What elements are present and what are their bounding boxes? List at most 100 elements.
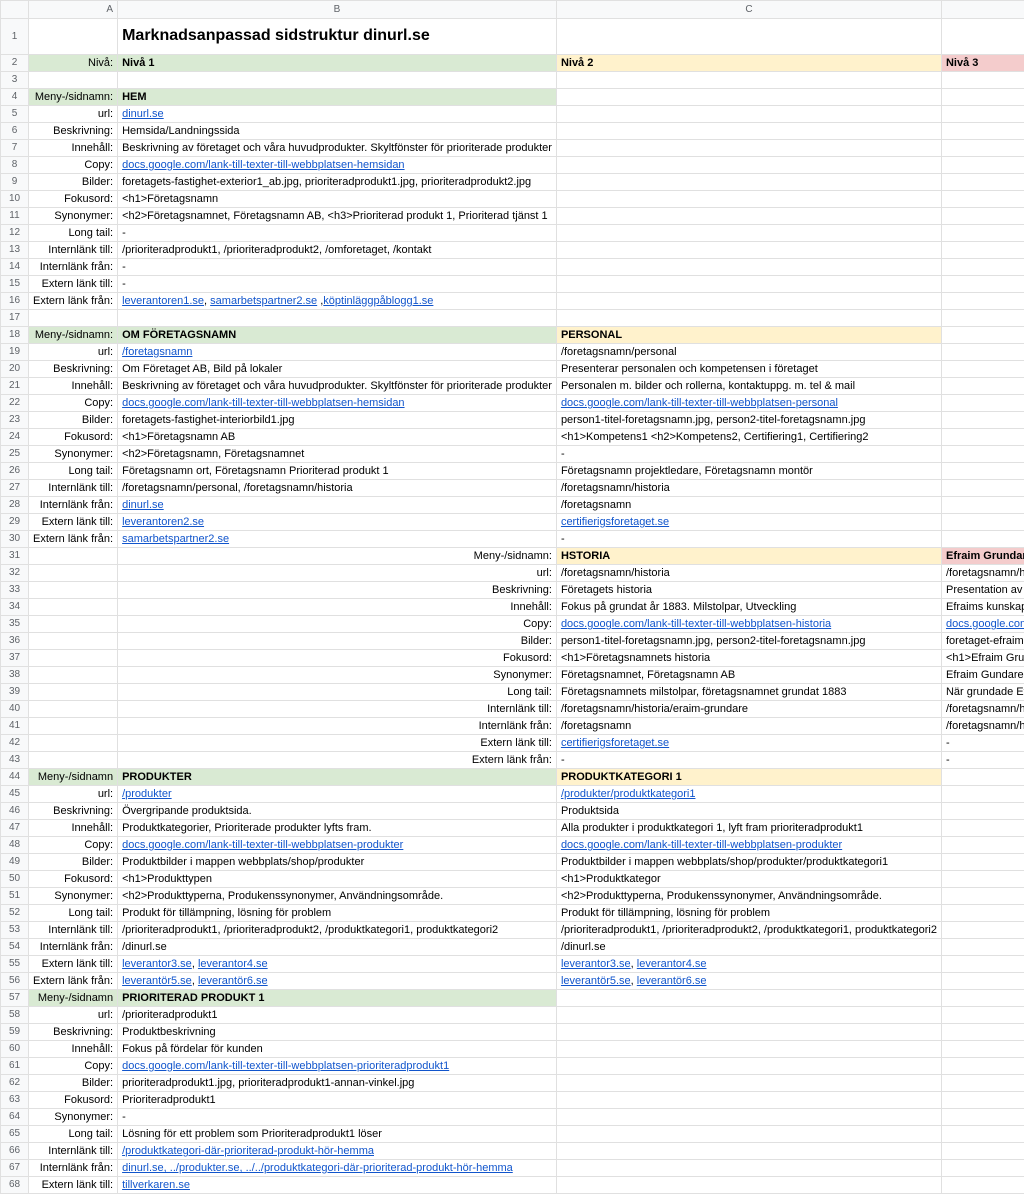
cell[interactable] [941, 89, 1024, 106]
cell[interactable] [556, 123, 941, 140]
label[interactable]: Bilder: [29, 174, 118, 191]
cell[interactable]: foretaget-efraim1.jpg, foretaget-efraim-… [941, 633, 1024, 650]
row-num[interactable]: 34 [1, 599, 29, 616]
cell[interactable]: <h2>Produkttyperna, Produkenssynonymer, … [118, 888, 557, 905]
cell[interactable]: leverantör5.se, leverantör6.se [556, 973, 941, 990]
cell[interactable] [556, 259, 941, 276]
cell[interactable] [29, 650, 118, 667]
row-num[interactable]: 55 [1, 956, 29, 973]
row-num[interactable]: 2 [1, 55, 29, 72]
cell[interactable]: leverantör5.se, leverantör6.se [118, 973, 557, 990]
link[interactable]: leverantör5.se [122, 975, 192, 987]
cell[interactable]: - [941, 752, 1024, 769]
cell[interactable]: <h1>Företagsnamn [118, 191, 557, 208]
row-num[interactable]: 51 [1, 888, 29, 905]
col-header-a[interactable]: A [29, 1, 118, 19]
row-num[interactable]: 57 [1, 990, 29, 1007]
cell[interactable]: docs.google.com/lank-till-texter-till-we… [118, 1058, 557, 1075]
cell[interactable] [556, 1024, 941, 1041]
cell[interactable] [941, 888, 1024, 905]
cell[interactable]: <h2>Företagsnamn, Företagsnamnet [118, 446, 557, 463]
cell[interactable] [941, 837, 1024, 854]
row-num[interactable]: 24 [1, 429, 29, 446]
link[interactable]: docs.google.com/lank-till-texter-till-we… [122, 839, 403, 851]
cell[interactable]: dinurl.se [118, 497, 557, 514]
label[interactable]: Internlänk från: [29, 259, 118, 276]
cell[interactable] [29, 599, 118, 616]
link[interactable]: köptinläggpåblogg1.se [323, 295, 433, 307]
cell[interactable] [556, 1092, 941, 1109]
label[interactable]: Internlänk till: [118, 701, 557, 718]
row-num[interactable]: 29 [1, 514, 29, 531]
row-num[interactable]: 30 [1, 531, 29, 548]
label[interactable]: Extern länk till: [29, 514, 118, 531]
cell[interactable] [29, 752, 118, 769]
label[interactable]: Extern länk från: [29, 531, 118, 548]
link[interactable]: leverantör5.se [561, 975, 631, 987]
link[interactable]: docs.google.com/lank-till-texter-till-we… [122, 159, 404, 171]
cell[interactable]: /foretagsnamn/historia [556, 565, 941, 582]
row-num[interactable]: 43 [1, 752, 29, 769]
cell[interactable]: certifierigsforetaget.se [556, 735, 941, 752]
cell[interactable] [941, 1007, 1024, 1024]
row-num[interactable]: 3 [1, 72, 29, 89]
cell[interactable]: /produkter [118, 786, 557, 803]
cell[interactable] [941, 327, 1024, 344]
cell[interactable] [29, 633, 118, 650]
cell[interactable] [941, 174, 1024, 191]
label[interactable]: Innehåll: [118, 599, 557, 616]
label[interactable]: Copy: [29, 1058, 118, 1075]
niva-2[interactable]: Nivå 2 [556, 55, 941, 72]
cell[interactable]: <h1>Efraim Grundare [941, 650, 1024, 667]
cell[interactable]: leverantoren2.se [118, 514, 557, 531]
cell[interactable] [118, 310, 557, 327]
cell[interactable] [941, 820, 1024, 837]
cell[interactable]: docs.google.com/lank-till-texter-till-we… [118, 837, 557, 854]
link[interactable]: leverantoren1.se [122, 295, 204, 307]
link[interactable]: leverantor4.se [198, 958, 268, 970]
link[interactable]: leverantor3.se [561, 958, 631, 970]
cell[interactable]: /foretagsnamn/historia/eraim-grundare [556, 701, 941, 718]
row-num[interactable]: 53 [1, 922, 29, 939]
link[interactable]: dinurl.se, ../produkter.se, ../../produk… [122, 1162, 513, 1174]
cell[interactable] [941, 293, 1024, 310]
label[interactable]: Long tail: [118, 684, 557, 701]
cell[interactable]: /prioriteradprodukt1, /prioriteradproduk… [118, 242, 557, 259]
cell[interactable]: Presenterar personalen och kompetensen i… [556, 361, 941, 378]
cell[interactable] [556, 106, 941, 123]
cell[interactable]: <h2>Produkttyperna, Produkenssynonymer, … [556, 888, 941, 905]
link[interactable]: docs.google.com/lank-till-texter-till-we… [561, 397, 838, 409]
row-num[interactable]: 28 [1, 497, 29, 514]
cell[interactable]: leverantor3.se, leverantor4.se [556, 956, 941, 973]
cell[interactable] [941, 990, 1024, 1007]
row-num[interactable]: 48 [1, 837, 29, 854]
row-num[interactable]: 63 [1, 1092, 29, 1109]
row-num[interactable]: 16 [1, 293, 29, 310]
cell[interactable]: dinurl.se [118, 106, 557, 123]
cell[interactable]: - [118, 276, 557, 293]
label[interactable]: Synonymer: [29, 888, 118, 905]
label[interactable]: Internlänk från: [118, 718, 557, 735]
row-num[interactable]: 23 [1, 412, 29, 429]
cell[interactable] [556, 1177, 941, 1194]
cell[interactable] [29, 565, 118, 582]
row-num[interactable]: 40 [1, 701, 29, 718]
link[interactable]: certifierigsforetaget.se [561, 737, 669, 749]
row-num[interactable]: 27 [1, 480, 29, 497]
cell[interactable]: Beskrivning av företaget och våra huvudp… [118, 378, 557, 395]
row-num[interactable]: 26 [1, 463, 29, 480]
label[interactable]: Extern länk till: [29, 276, 118, 293]
row-num[interactable]: 64 [1, 1109, 29, 1126]
cell[interactable] [941, 956, 1024, 973]
cell[interactable] [556, 990, 941, 1007]
cell[interactable]: <h1>Företagsnamnets historia [556, 650, 941, 667]
cell[interactable] [29, 616, 118, 633]
cell[interactable]: docs.google.com/lank-till-texter-till-we… [556, 616, 941, 633]
cell[interactable] [941, 1092, 1024, 1109]
label[interactable]: Bilder: [29, 1075, 118, 1092]
cell[interactable]: docs.google.com/lank-till-texter-till-we… [118, 395, 557, 412]
cell[interactable]: <h1>Produkttypen [118, 871, 557, 888]
cell[interactable]: /foretagsnamn/historia [556, 480, 941, 497]
link[interactable]: docs.google.com/lank-till-texter-till-we… [561, 839, 842, 851]
cell[interactable]: leverantor3.se, leverantor4.se [118, 956, 557, 973]
